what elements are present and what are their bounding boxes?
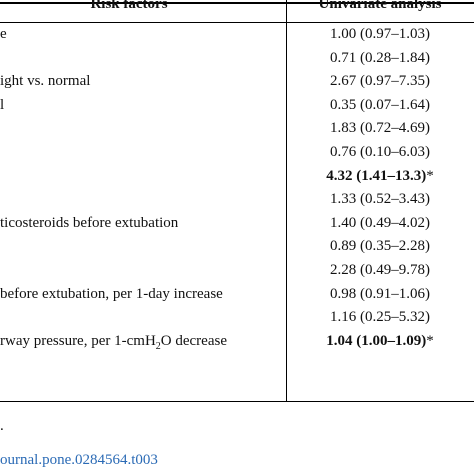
univariate-value-cell: 1.33 (0.52–3.43) [286,188,474,212]
table-row: 2.28 (0.49–9.78) [0,259,474,283]
table-body: e 1.00 (0.97–1.03) 0.71 (0.28–1.84) ight vs… [0,23,474,353]
univariate-value-cell: 0.89 (0.35–2.28) [286,235,474,259]
univariate-value-cell: 1.04 (1.00–1.09)* [286,330,474,354]
table-bottom-rule [0,401,474,402]
table-header-rule [0,22,474,23]
table-row: 0.76 (0.10–6.03) [0,141,474,165]
risk-factor-text: l [0,96,5,113]
risk-factor-cell: before extubation, per 1-day increase [0,283,223,307]
risk-factor-text: e [0,26,7,42]
univariate-value-cell: 1.40 (0.49–4.02) [286,212,474,236]
table-row: 0.71 (0.28–1.84) [0,47,474,71]
univariate-value: 0.76 (0.10–6.03) [330,143,430,160]
table-header: Risk factors Univariate analysis [0,0,474,22]
risk-factor-subscript: 2 [155,340,161,352]
univariate-value-cell: 0.35 (0.07–1.64) [286,94,474,118]
univariate-value: 0.89 (0.35–2.28) [330,238,430,255]
table-row: ticosteroids before extubation 1.40 (0.49… [0,212,474,236]
univariate-value-cell: 0.98 (0.91–1.06) [286,283,474,307]
table-row: 4.32 (1.41–13.3)* [0,165,474,189]
univariate-value: 2.28 (0.49–9.78) [330,261,430,278]
table-row: 1.16 (0.25–5.32) [0,306,474,330]
risk-factor-text: ticosteroids before extubation [0,214,179,231]
univariate-value-cell: 0.71 (0.28–1.84) [286,47,474,71]
table-row: 0.89 (0.35–2.28) [0,235,474,259]
risk-factor-cell: e [0,23,7,47]
univariate-value: 4.32 (1.41–13.3) [326,167,427,184]
header-risk-factors: Risk factors [90,0,168,12]
univariate-value: 0.35 (0.07–1.64) [330,96,430,113]
univariate-value: 1.33 (0.52–3.43) [330,191,430,208]
risk-factor-cell: ight vs. normal [0,70,90,94]
univariate-value-cell: 4.32 (1.41–13.3)* [286,165,474,189]
univariate-value: 1.04 (1.00–1.09) [326,332,427,349]
univariate-value: 1.83 (0.72–4.69) [330,120,430,137]
univariate-value: 1.00 (0.97–1.03) [330,26,430,42]
table-row: e 1.00 (0.97–1.03) [0,23,474,47]
table-row: l 0.35 (0.07–1.64) [0,94,474,118]
significance-marker: * [426,167,434,184]
risk-factor-cell: rway pressure, per 1-cmH2O decrease [0,330,227,359]
univariate-value: 0.98 (0.91–1.06) [330,285,430,302]
table-row: before extubation, per 1-day increase 0.9… [0,283,474,307]
risk-factor-text: rway pressure, per 1-cmH [0,332,156,349]
univariate-value-cell: 1.16 (0.25–5.32) [286,306,474,330]
risk-factor-cell: ticosteroids before extubation [0,212,178,236]
header-univariate-analysis: Univariate analysis [318,0,442,12]
univariate-value-cell: 1.83 (0.72–4.69) [286,117,474,141]
risk-factor-text: ight vs. normal [0,73,91,90]
table-row: 1.33 (0.52–3.43) [0,188,474,212]
univariate-value: 1.16 (0.25–5.32) [330,309,430,326]
univariate-value: 1.40 (0.49–4.02) [330,214,430,231]
risk-factor-text: before extubation, per 1-day increase [0,285,223,302]
univariate-value-cell: 1.00 (0.97–1.03) [286,23,474,47]
table-row: 1.83 (0.72–4.69) [0,117,474,141]
table-top-rule [0,2,474,4]
doi-link[interactable]: ournal.pone.0284564.t003 [0,452,158,468]
table-footnote: . [0,418,4,434]
univariate-value: 2.67 (0.97–7.35) [330,73,430,90]
risk-factor-cell: l [0,94,4,118]
univariate-value-cell: 0.76 (0.10–6.03) [286,141,474,165]
univariate-value-cell: 2.28 (0.49–9.78) [286,259,474,283]
univariate-value: 0.71 (0.28–1.84) [330,49,430,66]
table-row: rway pressure, per 1-cmH2O decrease 1.04 … [0,330,474,354]
column-divider [286,0,287,402]
table-row: ight vs. normal 2.67 (0.97–7.35) [0,70,474,94]
risk-factor-text-tail: O decrease [160,332,227,349]
univariate-value-cell: 2.67 (0.97–7.35) [286,70,474,94]
significance-marker: * [426,332,434,349]
